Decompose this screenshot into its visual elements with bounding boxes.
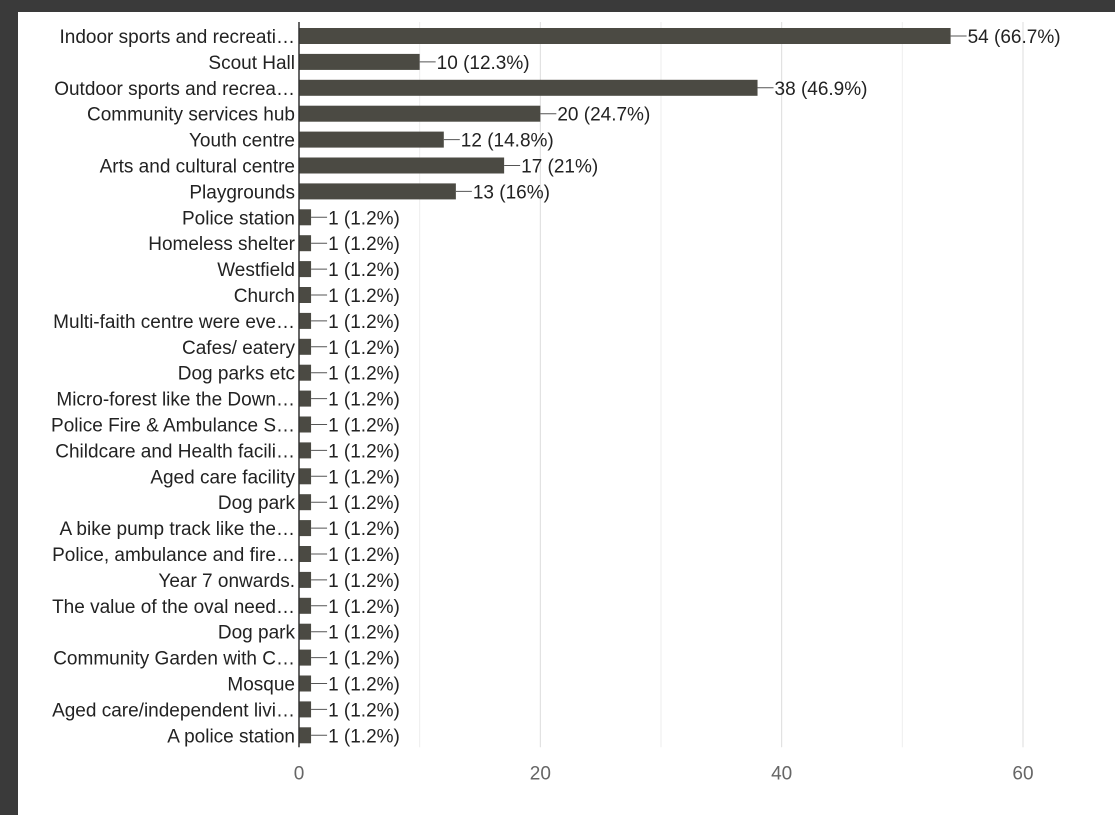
category-label: Year 7 onwards. <box>158 571 295 592</box>
category-label: Mosque <box>227 675 295 696</box>
x-tick-label: 0 <box>294 763 305 784</box>
bar <box>299 79 758 96</box>
category-label: Scout Hall <box>208 53 295 74</box>
bar <box>299 131 444 148</box>
bar <box>299 390 312 407</box>
data-label: 1 (1.2%) <box>328 441 400 462</box>
category-label: Police, ambulance and fire… <box>52 545 295 566</box>
bar <box>299 520 312 537</box>
data-label: 1 (1.2%) <box>328 649 400 670</box>
data-label: 38 (46.9%) <box>775 79 868 100</box>
category-label: Homeless shelter <box>148 234 295 255</box>
bar <box>299 312 312 329</box>
data-label: 1 (1.2%) <box>328 416 400 437</box>
category-label: Outdoor sports and recrea… <box>54 79 295 100</box>
x-tick-label: 20 <box>530 763 551 784</box>
category-label: Dog parks etc <box>178 364 295 385</box>
bar <box>299 183 456 200</box>
category-label: Police station <box>182 208 295 229</box>
category-label: Westfield <box>217 260 295 281</box>
data-label: 1 (1.2%) <box>328 545 400 566</box>
data-label: 20 (24.7%) <box>557 105 650 126</box>
data-label: 1 (1.2%) <box>328 234 400 255</box>
bar <box>299 727 312 744</box>
bar <box>299 338 312 355</box>
data-label: 1 (1.2%) <box>328 700 400 721</box>
category-label: Arts and cultural centre <box>100 157 295 178</box>
data-label: 1 (1.2%) <box>328 519 400 540</box>
data-label: 1 (1.2%) <box>328 312 400 333</box>
category-label: Dog park <box>218 493 296 514</box>
category-label: Youth centre <box>189 131 295 152</box>
category-label: Dog park <box>218 623 296 644</box>
chart-panel: Indoor sports and recreati… Scout Hall Out… <box>18 12 1115 815</box>
data-label: 1 (1.2%) <box>328 493 400 514</box>
data-label: 1 (1.2%) <box>328 623 400 644</box>
category-label: Aged care/independent livi… <box>52 700 295 721</box>
data-label: 13 (16%) <box>473 182 550 203</box>
category-label: Childcare and Health facili… <box>55 441 295 462</box>
bar <box>299 53 420 70</box>
label-connectors <box>311 35 967 736</box>
bar <box>299 442 312 459</box>
x-tick-label: 40 <box>771 763 792 784</box>
bar <box>299 597 312 614</box>
bar <box>299 649 312 666</box>
bar <box>299 105 541 122</box>
data-label: 1 (1.2%) <box>328 260 400 281</box>
data-label: 1 (1.2%) <box>328 726 400 747</box>
x-tick-label: 60 <box>1012 763 1033 784</box>
bar <box>299 701 312 718</box>
data-label: 1 (1.2%) <box>328 286 400 307</box>
category-label: Police Fire & Ambulance S… <box>51 416 295 437</box>
data-label: 1 (1.2%) <box>328 571 400 592</box>
data-label: 1 (1.2%) <box>328 208 400 229</box>
bar <box>299 675 312 692</box>
bar <box>299 546 312 562</box>
category-label: Indoor sports and recreati… <box>59 27 295 48</box>
bars <box>299 28 951 744</box>
bar <box>299 571 312 588</box>
category-label: A police station <box>167 726 295 747</box>
bar <box>299 28 951 44</box>
bar <box>299 287 312 303</box>
category-labels: Indoor sports and recreati… Scout Hall Out… <box>51 27 296 747</box>
bar <box>299 416 312 433</box>
bar <box>299 468 312 485</box>
category-label: A bike pump track like the… <box>60 519 296 540</box>
data-label: 17 (21%) <box>521 157 598 178</box>
data-label: 10 (12.3%) <box>437 53 530 74</box>
bar <box>299 261 312 278</box>
bar-chart: Indoor sports and recreati… Scout Hall Out… <box>51 22 1061 784</box>
category-label: Multi-faith centre were eve… <box>53 312 295 333</box>
category-label: Cafes/ eatery <box>182 338 295 359</box>
data-label: 12 (14.8%) <box>461 131 554 152</box>
data-label: 1 (1.2%) <box>328 390 400 411</box>
value-labels: 54 (66.7%) 10 (12.3%) 38 (46.9%) 20 (24.7%)… <box>328 27 1060 747</box>
bar <box>299 209 312 226</box>
bar <box>299 157 505 174</box>
bar <box>299 494 312 511</box>
category-label: Micro-forest like the Down… <box>56 390 295 411</box>
data-label: 1 (1.2%) <box>328 467 400 488</box>
x-axis-ticks: 0 20 40 60 <box>294 763 1034 784</box>
category-label: Community services hub <box>87 105 295 126</box>
category-label: Community Garden with C… <box>53 649 295 670</box>
category-label: Playgrounds <box>189 182 295 203</box>
gridlines <box>419 22 1024 748</box>
data-label: 1 (1.2%) <box>328 675 400 696</box>
category-label: Church <box>234 286 295 307</box>
category-label: Aged care facility <box>150 467 295 488</box>
data-label: 1 (1.2%) <box>328 364 400 385</box>
bar <box>299 235 312 252</box>
bar <box>299 623 312 640</box>
bar <box>299 364 312 381</box>
category-label: The value of the oval need… <box>52 597 295 618</box>
data-label: 1 (1.2%) <box>328 597 400 618</box>
data-label: 1 (1.2%) <box>328 338 400 359</box>
data-label: 54 (66.7%) <box>968 27 1061 48</box>
